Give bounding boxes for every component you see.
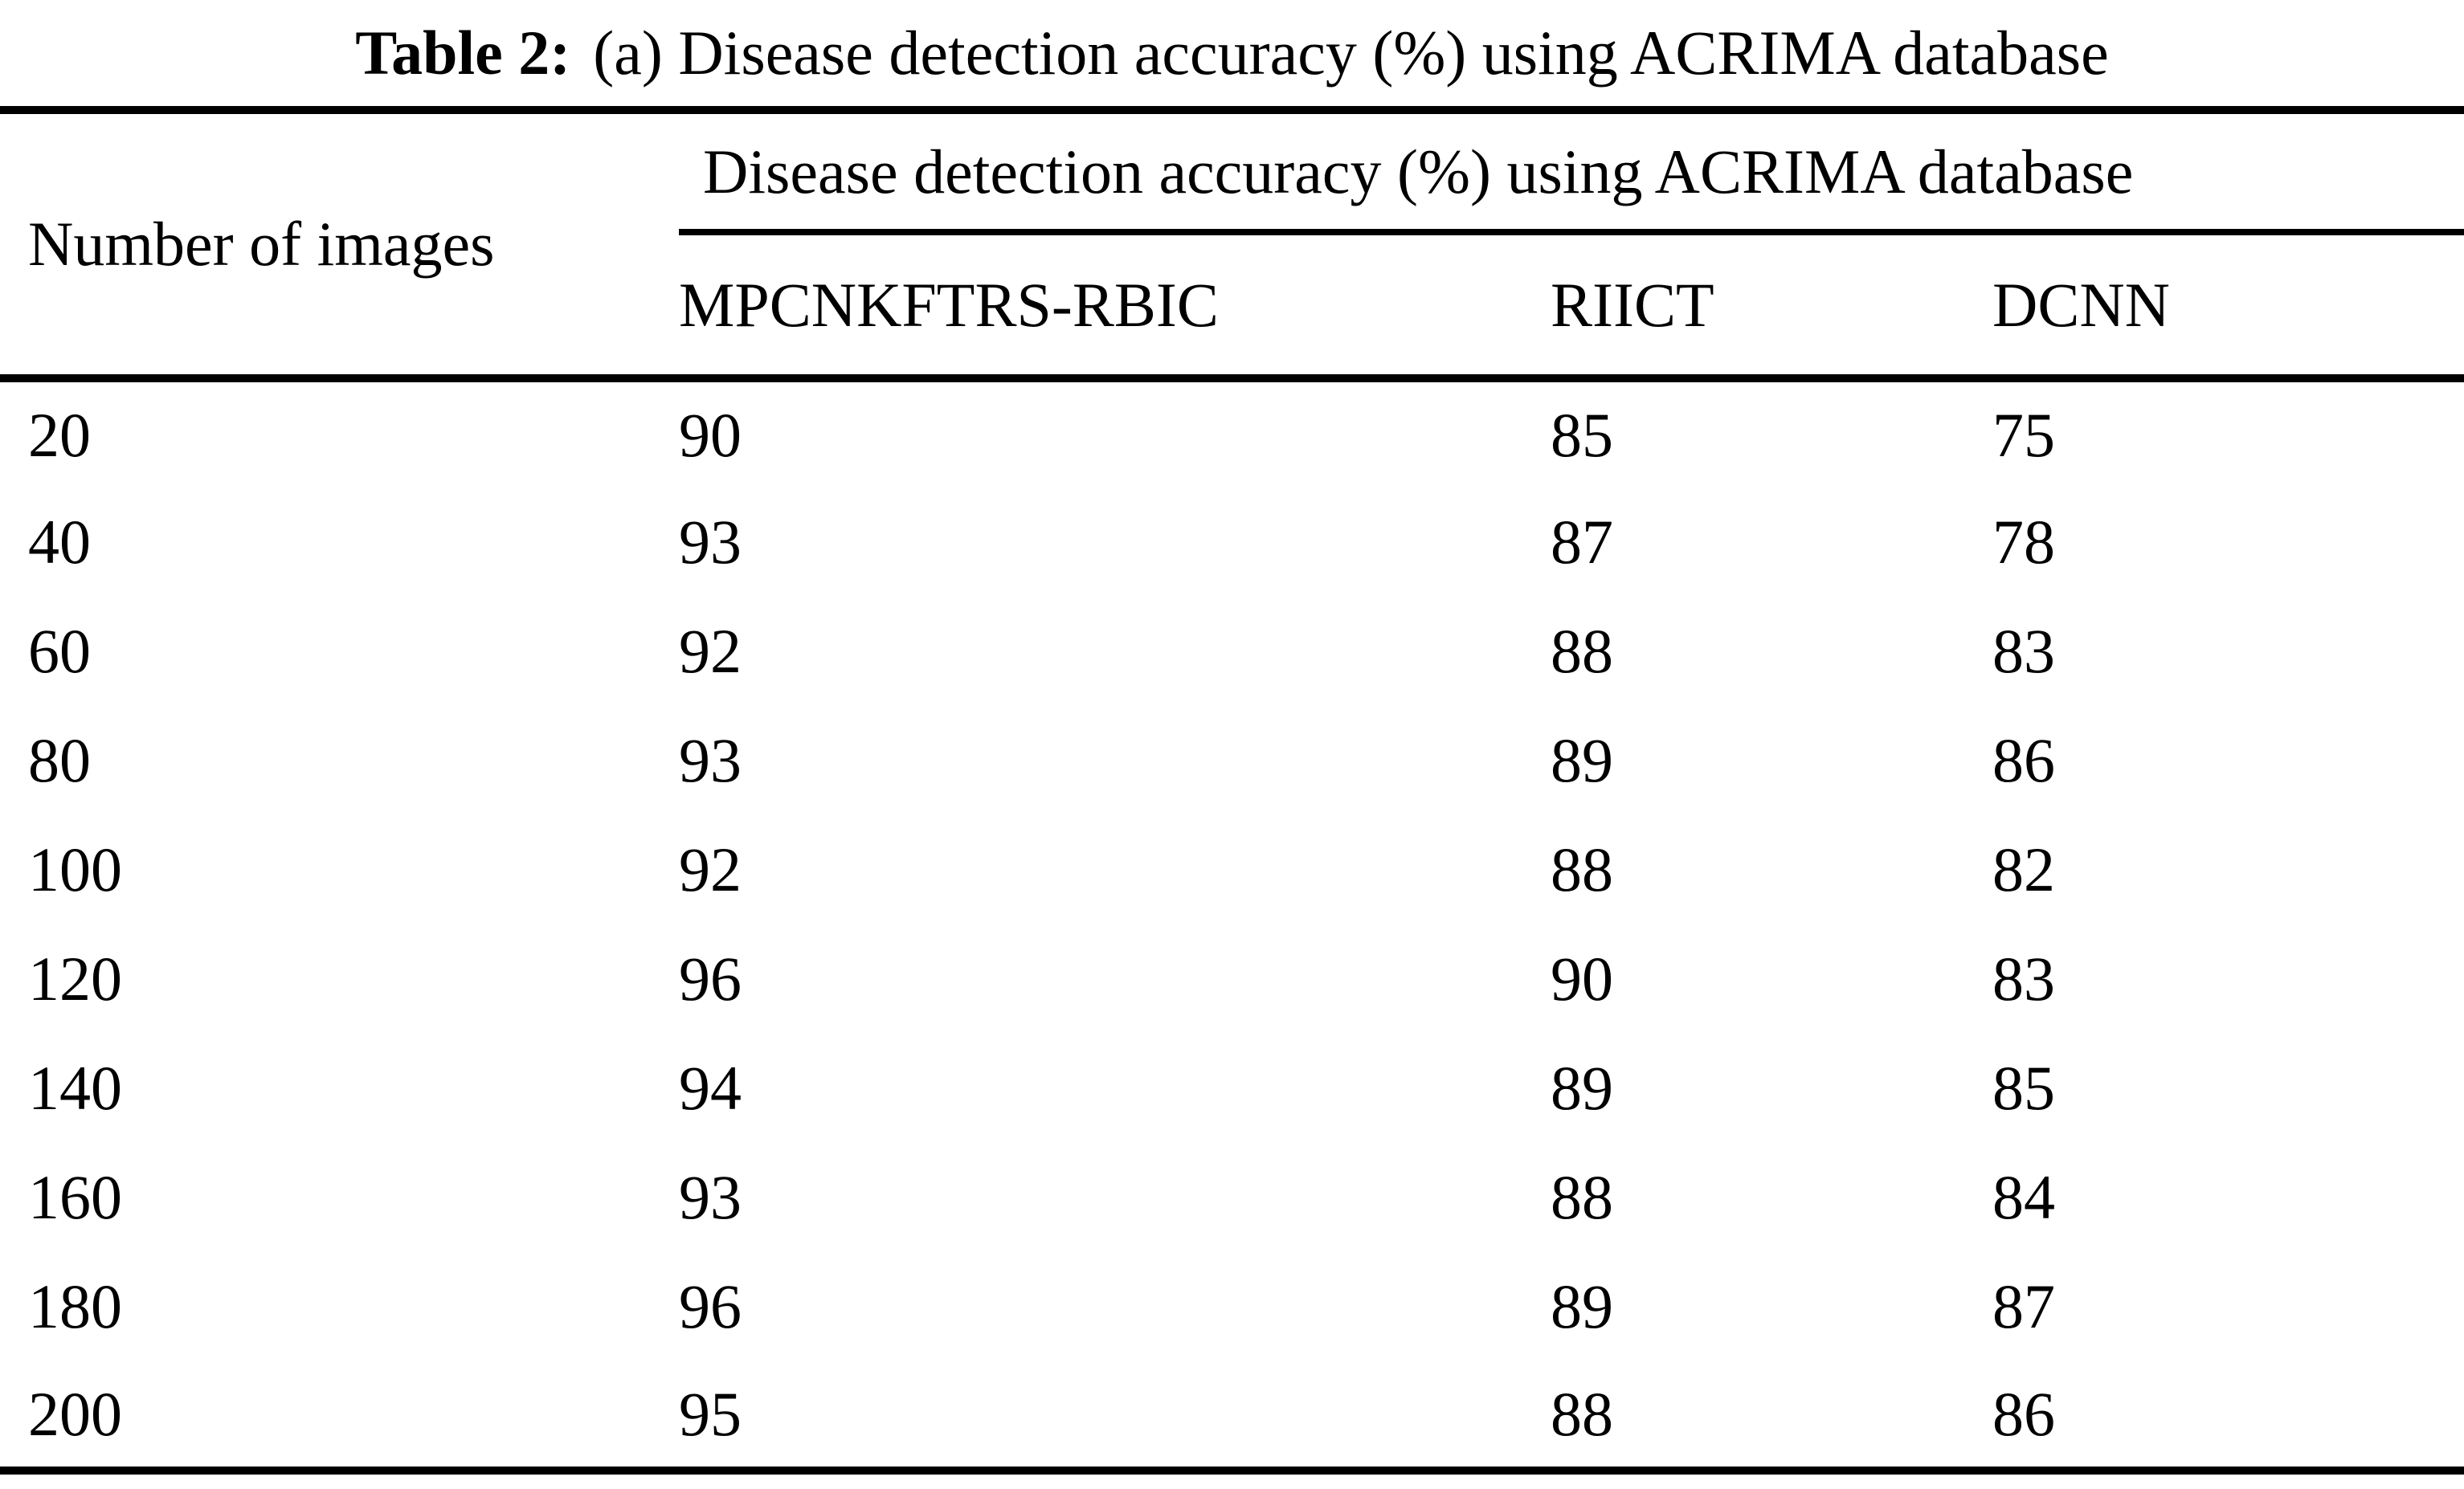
cell-riict: 88 — [1551, 834, 1613, 904]
table-row: 20 90 85 75 — [0, 378, 2464, 487]
table-row: 100 92 88 82 — [0, 815, 2464, 924]
cell-mpcnkftrs-rbic: 93 — [679, 1162, 742, 1232]
column-header-number-of-images: Number of images — [28, 209, 495, 279]
table-caption-text: (a) Disease detection accuracy (%) using… — [593, 18, 2109, 88]
table-row: 160 93 88 84 — [0, 1143, 2464, 1252]
cell-dcnn: 87 — [1992, 1271, 2055, 1341]
table-body: 20 90 85 75 40 93 87 78 60 92 88 83 80 9… — [0, 378, 2464, 1471]
cell-mpcnkftrs-rbic: 93 — [679, 507, 742, 577]
cell-mpcnkftrs-rbic: 93 — [679, 725, 742, 795]
cell-number-of-images: 160 — [28, 1162, 122, 1232]
results-table: Number of images Disease detection accur… — [0, 106, 2464, 1475]
cell-number-of-images: 60 — [28, 616, 91, 686]
table-row: 200 95 88 86 — [0, 1361, 2464, 1471]
table-row: 140 94 89 85 — [0, 1034, 2464, 1143]
cell-mpcnkftrs-rbic: 96 — [679, 1271, 742, 1341]
table-row: 180 96 89 87 — [0, 1252, 2464, 1361]
cell-number-of-images: 120 — [28, 944, 122, 1014]
column-header-mpcnkftrs-rbic: MPCNKFTRS-RBIC — [679, 269, 1219, 340]
cell-dcnn: 83 — [1992, 616, 2055, 686]
column-header-dcnn: DCNN — [1992, 269, 2171, 340]
cell-riict: 87 — [1551, 507, 1613, 577]
table-row: 80 93 89 86 — [0, 706, 2464, 815]
cell-number-of-images: 180 — [28, 1271, 122, 1341]
cell-mpcnkftrs-rbic: 92 — [679, 834, 742, 904]
table-caption-label: Table 2: — [355, 18, 571, 88]
cell-number-of-images: 140 — [28, 1053, 122, 1123]
cell-dcnn: 82 — [1992, 834, 2055, 904]
cell-dcnn: 86 — [1992, 1378, 2055, 1449]
cell-dcnn: 84 — [1992, 1162, 2055, 1232]
table-row: 60 92 88 83 — [0, 597, 2464, 706]
cell-dcnn: 78 — [1992, 507, 2055, 577]
cell-riict: 90 — [1551, 944, 1613, 1014]
cell-number-of-images: 100 — [28, 834, 122, 904]
table-row: 40 93 87 78 — [0, 487, 2464, 597]
cell-riict: 85 — [1551, 399, 1613, 470]
table-header: Number of images Disease detection accur… — [0, 110, 2464, 378]
cell-riict: 89 — [1551, 1053, 1613, 1123]
cell-number-of-images: 80 — [28, 725, 91, 795]
cell-riict: 88 — [1551, 1162, 1613, 1232]
cell-riict: 89 — [1551, 725, 1613, 795]
cell-mpcnkftrs-rbic: 92 — [679, 616, 742, 686]
cell-riict: 88 — [1551, 616, 1613, 686]
cell-number-of-images: 20 — [28, 399, 91, 470]
cell-number-of-images: 40 — [28, 507, 91, 577]
cell-mpcnkftrs-rbic: 94 — [679, 1053, 742, 1123]
cell-dcnn: 86 — [1992, 725, 2055, 795]
table-row: 120 96 90 83 — [0, 924, 2464, 1034]
cell-dcnn: 85 — [1992, 1053, 2055, 1123]
column-group-header: Disease detection accuracy (%) using ACR… — [679, 110, 2464, 235]
column-header-riict: RIICT — [1551, 269, 1714, 340]
cell-mpcnkftrs-rbic: 90 — [679, 399, 742, 470]
cell-dcnn: 83 — [1992, 944, 2055, 1014]
header-row-methods: MPCNKFTRS-RBIC RIICT DCNN — [0, 232, 2464, 378]
cell-number-of-images: 200 — [28, 1378, 122, 1449]
cell-mpcnkftrs-rbic: 96 — [679, 944, 742, 1014]
table-caption: Table 2: (a) Disease detection accuracy … — [0, 0, 2464, 106]
cell-dcnn: 75 — [1992, 399, 2055, 470]
cell-mpcnkftrs-rbic: 95 — [679, 1378, 742, 1449]
header-row-group: Number of images Disease detection accur… — [0, 110, 2464, 279]
cell-riict: 88 — [1551, 1378, 1613, 1449]
cell-riict: 89 — [1551, 1271, 1613, 1341]
